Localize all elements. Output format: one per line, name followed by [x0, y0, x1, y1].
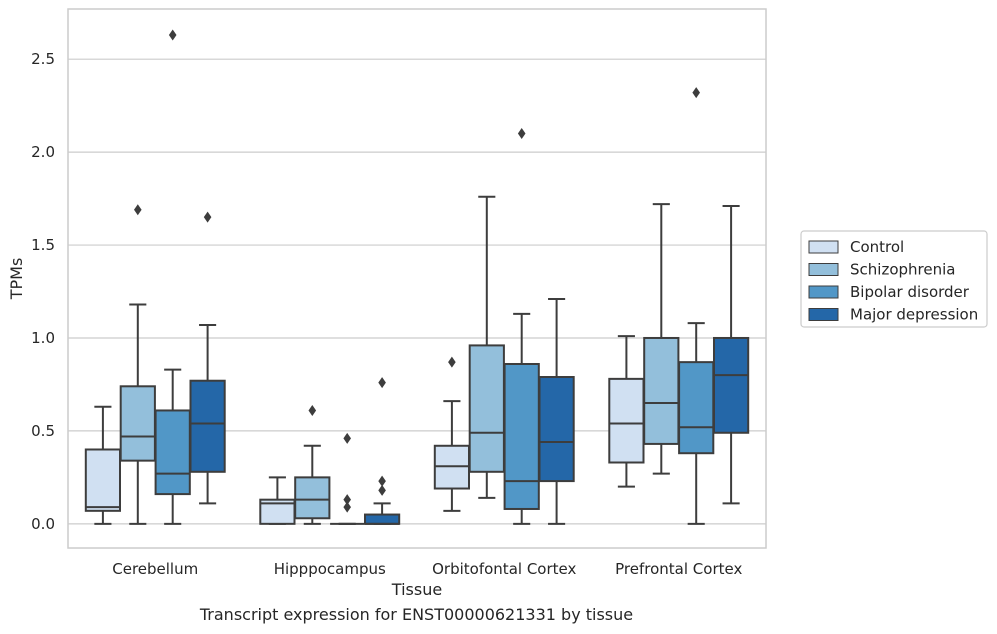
legend-swatch [808, 240, 839, 254]
y-tick-label: 0.5 [31, 422, 55, 440]
y-tick-label: 2.5 [31, 50, 55, 68]
box-body [363, 513, 401, 525]
y-tick-label: 1.5 [31, 236, 55, 254]
legend-swatch [808, 263, 839, 276]
y-tick-label: 2.0 [31, 143, 55, 161]
x-axis-label: Tissue [391, 580, 442, 599]
outlier-point [308, 404, 317, 416]
legend-swatch [808, 285, 839, 299]
box-body [538, 376, 575, 483]
legend-label: Bipolar disorder [850, 283, 970, 301]
x-tick-label: Orbitofontal Cortex [432, 560, 576, 578]
plot-frame [67, 8, 767, 549]
legend-label: Control [850, 238, 904, 256]
x-tick-label: Prefrontal Cortex [615, 560, 742, 578]
y-tick-label: 1.0 [31, 329, 55, 347]
legend-box [800, 230, 988, 328]
x-tick-label: Cerebellum [112, 560, 198, 578]
box-body [712, 336, 750, 434]
outlier-point [378, 377, 386, 389]
box-body [503, 362, 540, 510]
box-body [189, 379, 226, 473]
box-body [294, 476, 331, 520]
box-body [678, 361, 715, 455]
box-body [84, 448, 122, 512]
box-body [119, 385, 156, 462]
box-body [154, 409, 191, 496]
box-body [643, 336, 680, 445]
box-body [608, 377, 645, 464]
outlier-point [517, 128, 526, 140]
outlier-point [378, 475, 386, 487]
outlier-point [343, 432, 351, 444]
outlier-point [168, 29, 177, 41]
legend-label: Major depression [850, 306, 978, 324]
outlier-point [448, 356, 456, 368]
y-axis-label: TPMs [7, 258, 26, 301]
x-tick-label: Hipppocampus [274, 560, 386, 578]
outlier-point [692, 87, 700, 99]
y-tick-label: 0.0 [31, 515, 55, 533]
legend-label: Schizophrenia [850, 261, 955, 279]
outlier-point [343, 501, 351, 513]
outlier-point [203, 211, 212, 223]
outlier-point [134, 204, 142, 216]
outlier-point [343, 494, 351, 506]
box-body [468, 344, 505, 473]
figure-caption: Transcript expression for ENST0000062133… [199, 605, 634, 624]
outlier-point [378, 484, 386, 496]
legend-swatch [808, 308, 839, 321]
